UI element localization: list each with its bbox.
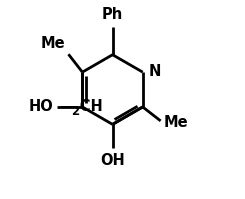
Text: Ph: Ph	[102, 7, 123, 22]
Text: HO: HO	[29, 100, 54, 114]
Text: N: N	[149, 64, 161, 79]
Text: 2: 2	[72, 105, 80, 118]
Text: OH: OH	[100, 153, 125, 168]
Text: Me: Me	[164, 115, 188, 130]
Text: Me: Me	[41, 36, 65, 51]
Text: — CH: — CH	[55, 100, 102, 114]
